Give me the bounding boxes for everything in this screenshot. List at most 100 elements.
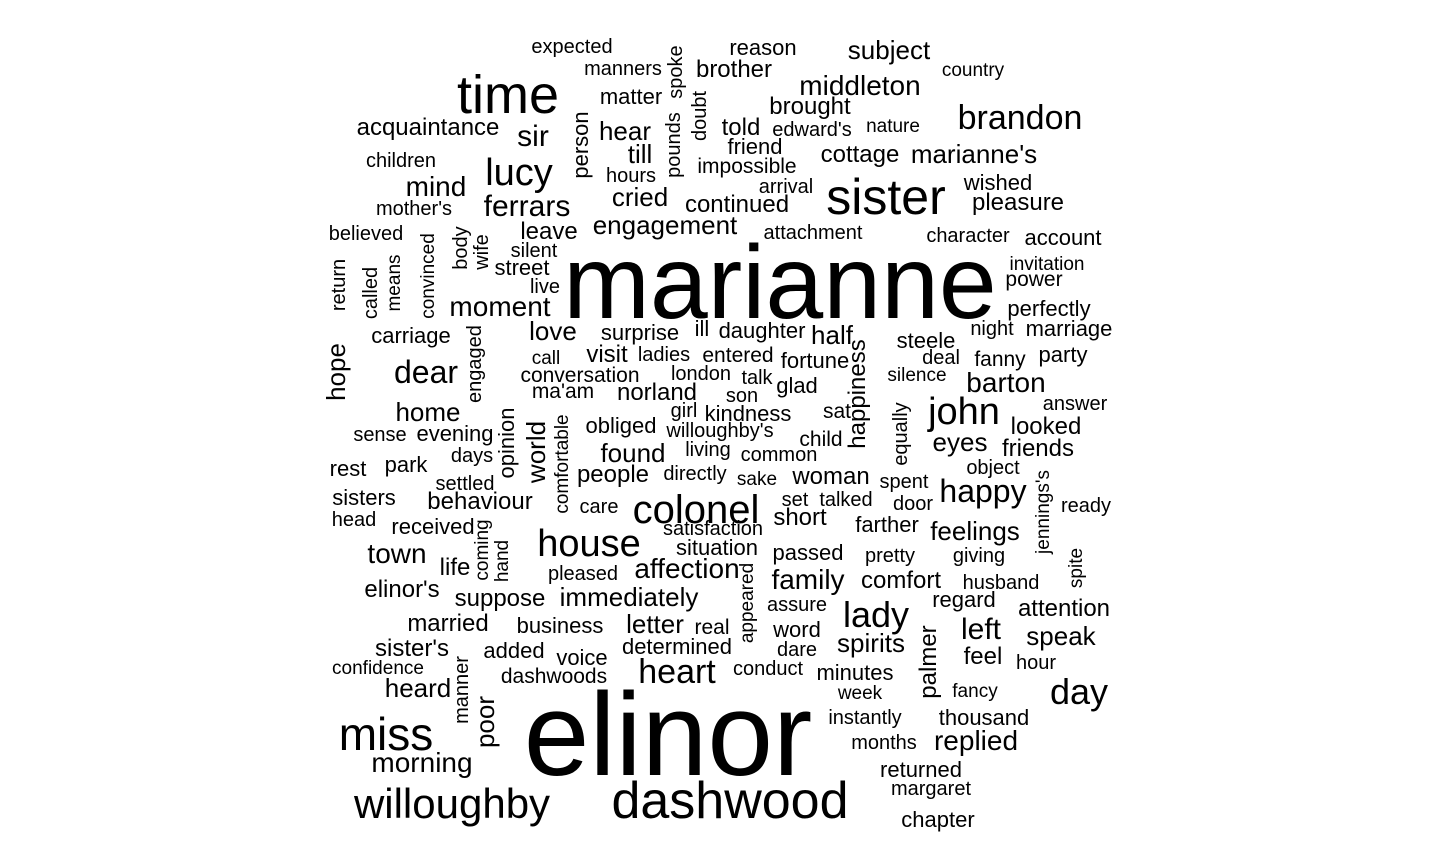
cloud-word: attention [1018,595,1110,622]
cloud-word: evening [416,421,493,446]
cloud-word: directly [663,463,726,485]
cloud-word: manners [584,58,662,80]
cloud-word: regard [932,587,996,612]
cloud-word: letter [626,609,684,639]
cloud-word: farther [855,512,919,537]
cloud-word: continued [685,191,789,218]
cloud-word: party [1039,342,1088,367]
cloud-word: brandon [958,99,1083,137]
cloud-word: engaged [464,325,486,403]
cloud-word: jennings's [1033,470,1054,555]
cloud-word: town [367,538,426,569]
cloud-word: received [391,514,474,539]
cloud-word: care [580,496,619,518]
cloud-word: expected [531,36,612,58]
cloud-word: found [600,438,665,468]
cloud-word: hear [599,116,651,146]
cloud-word: doubt [689,91,711,141]
cloud-word: son [726,385,758,407]
cloud-word: people [577,461,649,488]
cloud-word: deal [922,347,960,369]
cloud-word: replied [934,725,1018,756]
cloud-word: character [926,225,1010,247]
cloud-word: person [568,111,593,178]
cloud-word: set [782,489,809,511]
cloud-word: passed [773,540,844,565]
cloud-word: colonel [633,488,760,532]
cloud-word: dashwoods [501,665,607,688]
cloud-word: fanny [974,348,1026,371]
cloud-word: poor [470,696,500,748]
cloud-word: brother [696,56,772,83]
cloud-word: talk [741,367,773,389]
cloud-word: sat [823,400,851,423]
cloud-word: immediately [560,582,699,612]
cloud-word: returned [880,757,962,782]
cloud-word: engagement [593,210,738,240]
cloud-word: confidence [332,658,424,679]
cloud-word: instantly [828,707,901,729]
cloud-word: business [517,613,604,638]
cloud-word: means [384,254,405,311]
cloud-word: love [529,316,577,346]
cloud-word: family [771,564,844,595]
cloud-word: conversation [520,364,639,387]
cloud-word: ill [695,316,710,341]
cloud-word: elinor's [364,576,439,603]
cloud-word: invitation [1010,254,1085,275]
cloud-word: husband [963,572,1040,594]
cloud-word: impossible [697,155,796,178]
cloud-word: matter [600,84,662,109]
cloud-word: real [694,616,729,639]
cloud-word: till [628,139,653,169]
cloud-word: reason [729,35,796,60]
cloud-word: convinced [418,233,439,319]
cloud-word: common [741,444,818,466]
cloud-word: account [1024,225,1101,250]
cloud-word: voice [556,645,607,670]
cloud-word: sir [517,120,549,153]
cloud-word: edward's [772,119,851,141]
cloud-word: coming [472,519,493,580]
cloud-word: determined [622,634,732,659]
cloud-word: conduct [733,658,803,680]
cloud-word: situation [676,535,758,560]
cloud-word: affection [634,553,739,584]
cloud-word: half [811,320,854,350]
cloud-word: eyes [933,427,988,457]
cloud-word: life [440,554,471,581]
cloud-word: hand [492,540,513,582]
cloud-word: subject [848,35,931,65]
cloud-word: answer [1043,393,1108,415]
cloud-word: giving [953,545,1005,567]
cloud-word: silence [887,365,946,386]
cloud-word: elinor [524,669,813,801]
cloud-word: cried [612,182,668,212]
cloud-word: friends [1002,435,1074,462]
cloud-word: ferrars [484,190,571,223]
cloud-word: spoke [665,45,687,98]
cloud-word: days [451,445,493,467]
cloud-word: child [799,428,842,451]
cloud-word: friend [727,134,782,159]
cloud-word: rest [330,456,367,481]
cloud-word: silent [511,240,558,262]
cloud-word: steele [897,328,956,353]
cloud-word: carriage [371,323,450,348]
cloud-word: talked [819,489,872,511]
cloud-word: sister [826,169,945,225]
cloud-word: lucy [485,152,553,194]
cloud-word: feel [964,643,1003,670]
cloud-word: willoughby [353,780,550,827]
cloud-word: brought [769,93,851,120]
cloud-word: leave [520,218,577,245]
cloud-word: object [966,457,1020,479]
cloud-word: london [671,363,731,385]
cloud-word: heard [385,673,452,703]
cloud-word: comfortable [552,414,573,513]
cloud-word: perfectly [1007,296,1090,321]
cloud-word: head [332,509,377,531]
cloud-word: appeared [737,563,758,643]
cloud-word: called [360,267,382,319]
cloud-word: dare [777,639,817,661]
